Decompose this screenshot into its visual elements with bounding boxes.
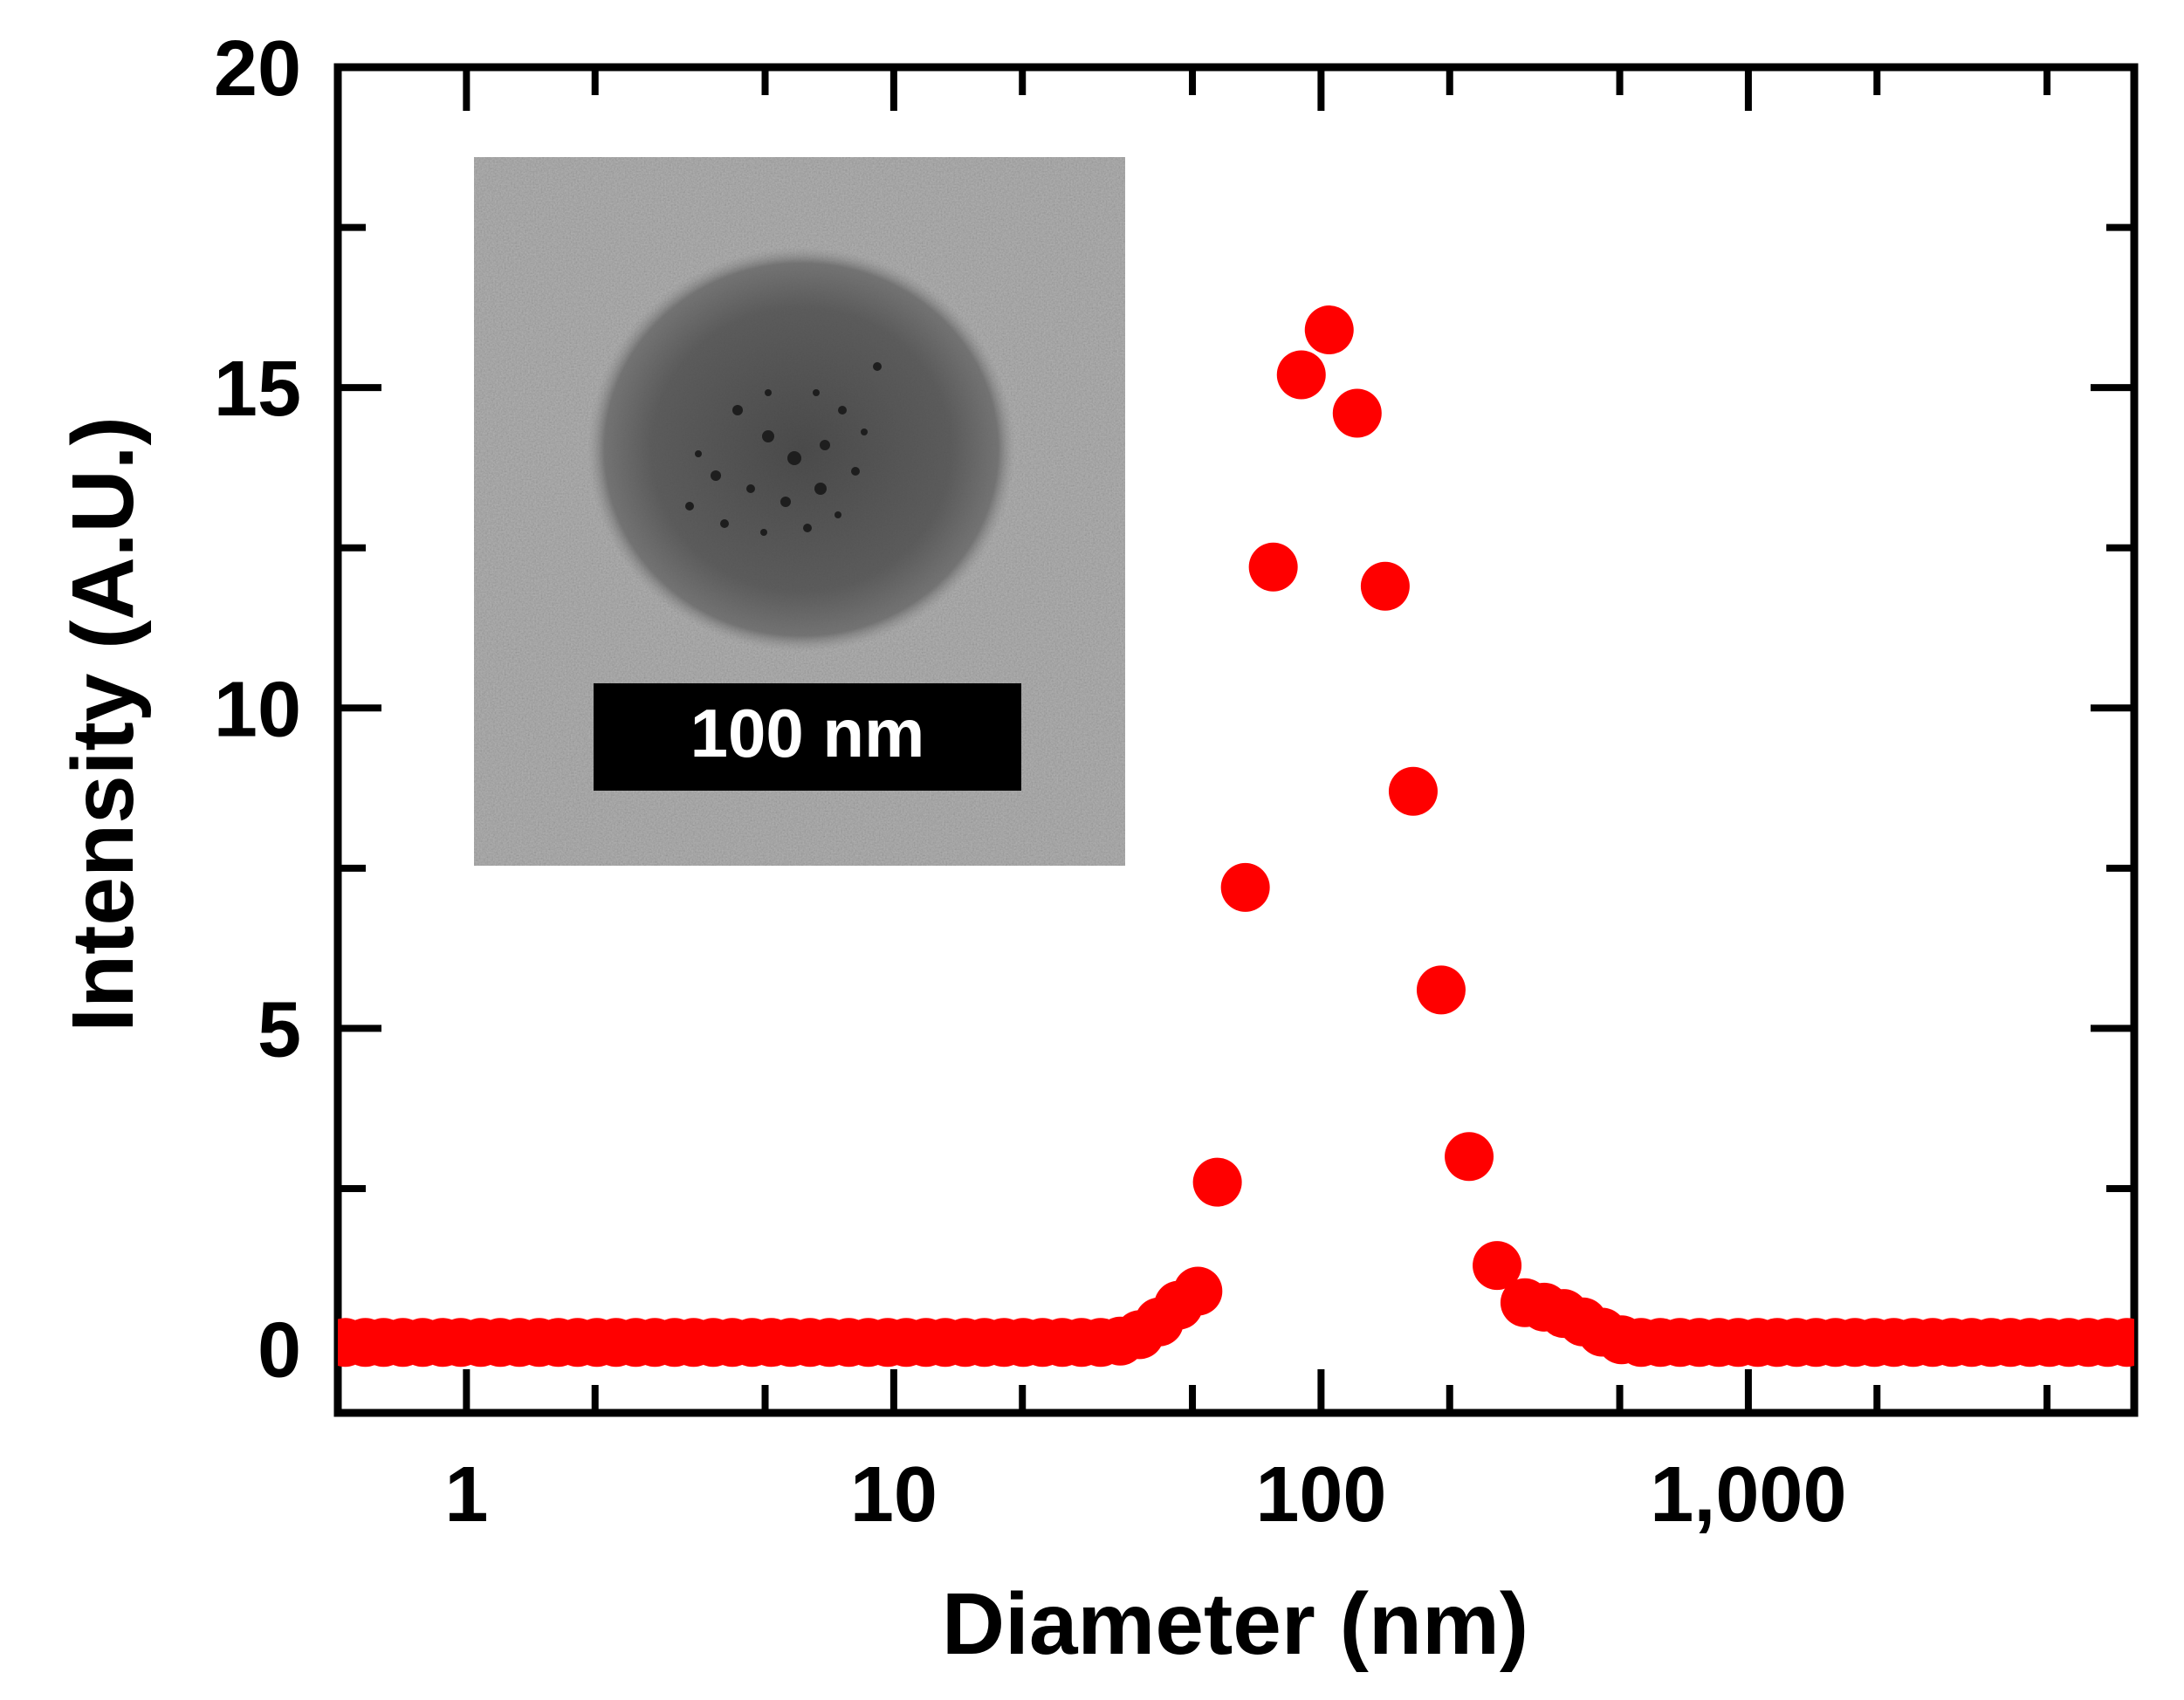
x-tick-label: 1,000 (1650, 1451, 1846, 1539)
x-axis-label: Diameter (nm) (942, 1575, 1528, 1673)
tem-particle (587, 247, 1015, 652)
data-point (1173, 1266, 1223, 1316)
x-tick-label: 1 (444, 1451, 488, 1539)
scale-bar-label: 100 nm (690, 695, 925, 771)
tem-nanoparticle-dots (685, 362, 882, 536)
data-points (338, 305, 2134, 1368)
data-point (1220, 862, 1270, 912)
y-axis-tick-labels: 0 5 10 15 20 (214, 25, 301, 1395)
data-point (1473, 1241, 1522, 1291)
y-tick-label: 5 (258, 986, 301, 1073)
data-point (1192, 1157, 1242, 1207)
x-axis-tick-labels: 1 10 100 1,000 (444, 1451, 1846, 1539)
y-tick-label: 10 (214, 666, 301, 753)
data-point (1276, 350, 1326, 400)
data-point (1360, 561, 1410, 611)
scale-bar-background (594, 683, 1021, 791)
x-tick-label: 10 (850, 1451, 937, 1539)
tem-inset: 100 nm (474, 157, 1125, 866)
y-tick-label: 20 (214, 25, 301, 113)
y-tick-label: 15 (214, 346, 301, 433)
y-tick-label: 0 (258, 1307, 301, 1395)
data-point (1445, 1132, 1494, 1182)
x-axis-ticks (463, 67, 2051, 1413)
plot-frame (333, 63, 2139, 1417)
data-point (2102, 1318, 2134, 1368)
y-axis-label: Intensity (A.U.) (54, 416, 152, 1032)
data-point (1304, 305, 1354, 355)
y-axis-ticks (338, 64, 2134, 1353)
data-point (1248, 542, 1298, 592)
x-tick-label: 100 (1255, 1451, 1386, 1539)
data-point (1332, 388, 1382, 438)
data-point (1416, 965, 1466, 1015)
data-point (1388, 766, 1438, 816)
